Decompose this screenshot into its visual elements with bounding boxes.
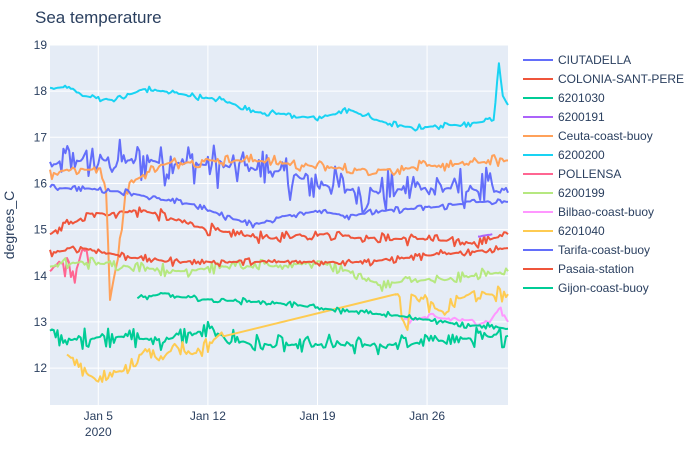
series-line-ciutadella xyxy=(49,138,509,214)
x-tick-label: Jan 19 xyxy=(299,409,335,423)
legend-label: Gijon-coast-buoy xyxy=(558,281,649,295)
legend-label: POLLENSA xyxy=(558,167,621,181)
series-line-pasaia-station xyxy=(49,245,509,268)
y-tick-label: 15 xyxy=(34,223,48,237)
legend-label: COLONIA-SANT-PERE xyxy=(558,72,684,86)
legend-item[interactable]: Bilbao-coast-buoy xyxy=(523,205,654,219)
legend-label: Pasaia-station xyxy=(558,262,634,276)
series-line-6200199 xyxy=(49,256,509,292)
series-line-6201040 xyxy=(66,285,509,383)
y-tick-label: 18 xyxy=(34,84,48,98)
legend-item[interactable]: COLONIA-SANT-PERE xyxy=(523,72,684,86)
x-tick-label: Jan 5 xyxy=(84,409,114,423)
grid xyxy=(50,44,508,405)
series-line-6200191 xyxy=(477,233,493,238)
series-layer xyxy=(49,62,509,383)
chart-title: Sea temperature xyxy=(35,8,162,27)
legend-item[interactable]: Pasaia-station xyxy=(523,262,634,276)
legend-label: 6201030 xyxy=(558,91,605,105)
series-line-tarifa-coast-buoy xyxy=(49,183,509,229)
y-tick-label: 17 xyxy=(34,130,48,144)
y-ticks: 12 13 14 15 16 17 18 19 xyxy=(34,38,48,375)
x-tick-label: Jan 26 xyxy=(409,409,445,423)
legend-item[interactable]: 6201030 xyxy=(523,91,605,105)
legend-label: 6200191 xyxy=(558,110,605,124)
legend-label: Ceuta-coast-buoy xyxy=(558,129,653,143)
legend-item[interactable]: POLLENSA xyxy=(523,167,621,181)
x-tick-label: Jan 12 xyxy=(190,409,226,423)
y-tick-label: 14 xyxy=(34,269,48,283)
legend-item[interactable]: 6200199 xyxy=(523,186,605,200)
y-axis-title: degrees_C xyxy=(1,191,17,260)
legend-item[interactable]: Ceuta-coast-buoy xyxy=(523,129,653,143)
series-line-gijon-coast-buoy xyxy=(136,291,509,330)
series-line-bilbao-coast-buoy xyxy=(403,306,509,327)
series-line-colonia-sant-pere xyxy=(49,206,509,249)
series-line-6201030 xyxy=(49,320,509,356)
y-tick-label: 16 xyxy=(34,176,48,190)
legend-item[interactable]: Tarifa-coast-buoy xyxy=(523,243,650,257)
legend-item[interactable]: 6200191 xyxy=(523,110,605,124)
legend-item[interactable]: 6200200 xyxy=(523,148,605,162)
x-ticks: Jan 5 2020 Jan 12 Jan 19 Jan 26 xyxy=(84,409,446,439)
series-line-6200200 xyxy=(49,62,509,132)
y-tick-label: 13 xyxy=(34,315,48,329)
x-tick-sublabel: 2020 xyxy=(85,425,112,439)
legend-item[interactable]: 6201040 xyxy=(523,224,605,238)
legend-item[interactable]: Gijon-coast-buoy xyxy=(523,281,649,295)
y-tick-label: 12 xyxy=(34,361,48,375)
legend-label: 6200200 xyxy=(558,148,605,162)
plot-background xyxy=(50,45,508,405)
legend-label: 6201040 xyxy=(558,224,605,238)
legend-label: Bilbao-coast-buoy xyxy=(558,205,654,219)
legend[interactable]: CIUTADELLA COLONIA-SANT-PERE 6201030 620019… xyxy=(523,53,684,295)
legend-label: 6200199 xyxy=(558,186,605,200)
legend-label: CIUTADELLA xyxy=(558,53,631,67)
legend-item[interactable]: CIUTADELLA xyxy=(523,53,631,67)
y-tick-label: 19 xyxy=(34,38,48,52)
legend-label: Tarifa-coast-buoy xyxy=(558,243,650,257)
